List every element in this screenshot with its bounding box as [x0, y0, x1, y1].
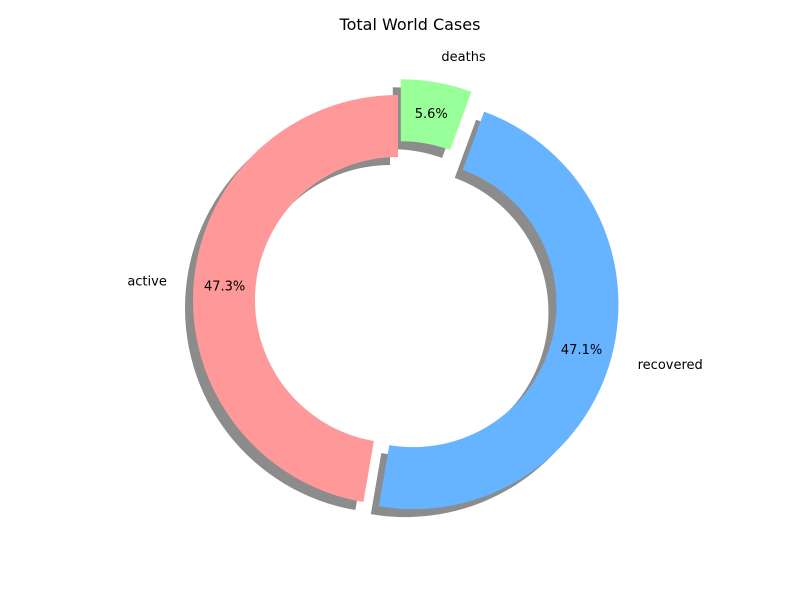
slice-percent-active: 47.3% [204, 279, 245, 294]
slice-label-deaths: deaths [441, 50, 486, 65]
slice-active [192, 95, 398, 503]
slice-percent-recovered: 47.1% [561, 343, 602, 358]
slice-layer [192, 79, 619, 510]
slice-percent-deaths: 5.6% [415, 107, 448, 122]
slice-deaths [400, 79, 472, 151]
slice-label-recovered: recovered [638, 358, 703, 373]
slice-recovered [378, 111, 619, 510]
label-layer: active 47.3% recovered 47.1% deaths 5.6% [127, 50, 702, 373]
chart-title: Total World Cases [339, 15, 481, 34]
slice-label-active: active [127, 274, 167, 289]
